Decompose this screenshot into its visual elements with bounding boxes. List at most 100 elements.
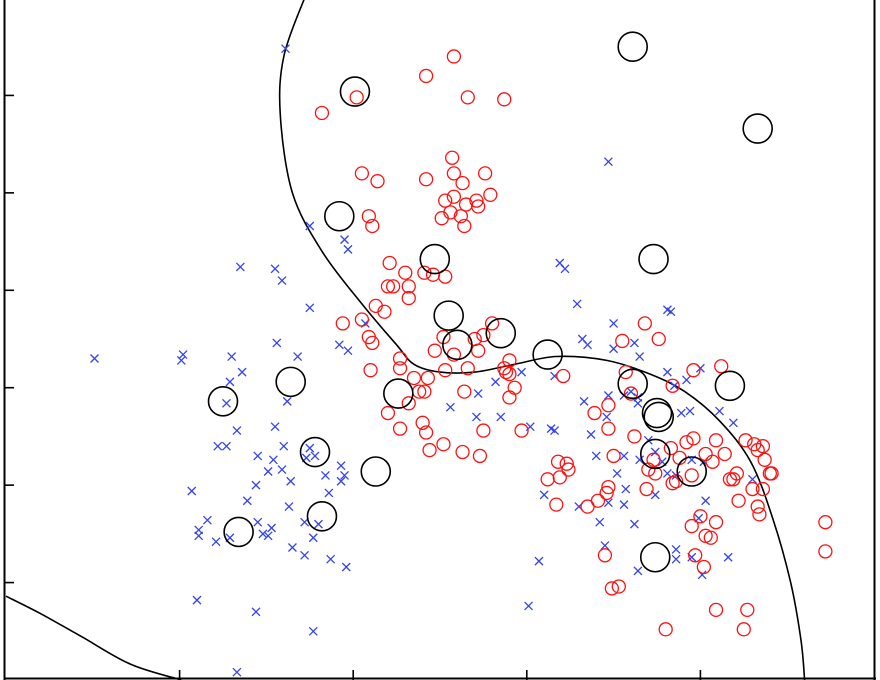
o-point bbox=[361, 209, 376, 224]
o-point bbox=[370, 174, 385, 189]
o-point bbox=[668, 474, 684, 489]
o-point bbox=[604, 581, 620, 596]
o-point bbox=[550, 454, 566, 469]
o-point bbox=[417, 384, 432, 399]
support-vector-ring bbox=[306, 501, 338, 532]
x-point bbox=[326, 554, 336, 564]
o-point bbox=[736, 622, 751, 637]
o-point bbox=[693, 509, 708, 524]
o-point bbox=[382, 255, 397, 271]
x-point bbox=[591, 451, 601, 461]
o-point bbox=[420, 370, 435, 386]
support-vector-ring bbox=[617, 368, 648, 400]
o-point bbox=[472, 448, 488, 464]
x-point bbox=[723, 552, 733, 562]
o-point bbox=[740, 602, 755, 618]
x-point bbox=[268, 455, 278, 465]
o-point bbox=[646, 452, 661, 467]
x-point bbox=[237, 367, 247, 377]
o-point bbox=[377, 304, 392, 319]
x-point bbox=[263, 531, 273, 541]
x-point bbox=[293, 352, 303, 361]
o-point bbox=[460, 90, 475, 105]
x-point bbox=[251, 480, 261, 490]
x-point bbox=[546, 424, 556, 434]
o-point bbox=[623, 386, 639, 401]
o-point bbox=[750, 499, 765, 514]
x-point bbox=[324, 488, 334, 498]
o-point bbox=[497, 92, 512, 107]
x-point bbox=[222, 441, 231, 451]
o-point bbox=[648, 466, 663, 481]
o-point bbox=[601, 421, 616, 436]
x-point bbox=[263, 467, 273, 476]
o-point bbox=[354, 166, 370, 181]
o-point bbox=[556, 368, 571, 384]
x-point bbox=[572, 299, 582, 309]
x-point bbox=[90, 354, 99, 363]
o-point bbox=[514, 423, 529, 438]
o-point bbox=[484, 316, 500, 331]
x-point bbox=[728, 418, 738, 428]
o-point bbox=[615, 333, 630, 349]
o-point bbox=[497, 361, 512, 376]
x-point bbox=[633, 566, 643, 576]
o-point bbox=[708, 515, 724, 530]
support-vector-ring bbox=[639, 438, 671, 470]
o-point bbox=[425, 267, 441, 282]
o-point bbox=[467, 331, 482, 347]
o-point bbox=[580, 499, 595, 514]
x-point bbox=[281, 44, 290, 54]
o-point bbox=[639, 481, 654, 497]
x-point bbox=[595, 517, 605, 527]
o-point bbox=[698, 446, 713, 462]
x-point bbox=[305, 221, 315, 231]
o-point bbox=[476, 327, 491, 343]
o-point bbox=[438, 363, 453, 378]
o-point bbox=[686, 363, 701, 378]
o-point bbox=[398, 265, 413, 280]
o-point bbox=[752, 507, 767, 522]
x-point bbox=[685, 406, 695, 416]
support-vector-ring bbox=[419, 243, 451, 275]
o-point bbox=[460, 361, 475, 376]
x-point bbox=[662, 305, 672, 315]
x-point bbox=[336, 461, 346, 471]
o-point bbox=[365, 218, 380, 234]
x-point bbox=[621, 484, 631, 494]
x-point bbox=[334, 340, 344, 350]
support-vector-ring bbox=[442, 329, 473, 361]
x-point bbox=[586, 430, 596, 439]
x-point bbox=[473, 389, 483, 399]
x-point bbox=[602, 412, 612, 422]
o-point bbox=[406, 370, 422, 386]
x-point bbox=[211, 537, 221, 547]
x-point bbox=[517, 367, 527, 377]
x-point bbox=[270, 264, 280, 274]
x-point bbox=[225, 377, 235, 387]
o-point bbox=[380, 405, 396, 421]
x-point bbox=[213, 441, 223, 451]
x-point bbox=[603, 157, 613, 167]
x-point bbox=[635, 455, 645, 465]
x-point bbox=[305, 303, 315, 313]
o-point bbox=[658, 622, 673, 637]
o-point bbox=[540, 472, 555, 487]
x-point bbox=[272, 338, 282, 348]
o-point bbox=[457, 384, 472, 399]
x-point bbox=[671, 554, 681, 564]
x-point bbox=[669, 381, 679, 391]
x-point bbox=[635, 352, 645, 361]
x-point bbox=[343, 244, 353, 254]
o-point bbox=[755, 481, 771, 497]
x-point bbox=[232, 667, 242, 677]
x-point bbox=[253, 451, 263, 461]
x-point bbox=[340, 235, 349, 245]
o-point bbox=[335, 316, 350, 331]
x-point bbox=[320, 470, 330, 480]
x-point bbox=[579, 396, 589, 406]
o-point bbox=[665, 476, 680, 491]
support-vector-ring bbox=[532, 339, 563, 370]
x-point bbox=[524, 601, 533, 611]
